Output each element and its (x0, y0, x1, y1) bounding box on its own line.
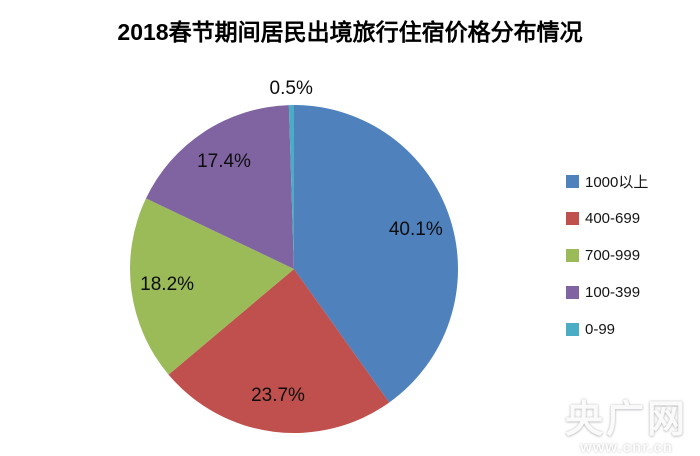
chart-title: 2018春节期间居民出境旅行住宿价格分布情况 (117, 19, 583, 45)
legend-swatch-400-699 (566, 211, 579, 225)
legend-item-100-399: 100-399 (566, 283, 648, 301)
legend: 1000以上 400-699 700-999 100-399 0-99 (566, 172, 648, 338)
legend-label-0-99: 0-99 (585, 320, 616, 338)
pie-slice-400-699 (168, 269, 390, 433)
legend-swatch-0-99 (566, 322, 579, 336)
legend-label-100-399: 100-399 (585, 283, 641, 301)
legend-swatch-700-999 (566, 248, 579, 262)
pie-slice-700-999 (130, 198, 294, 375)
legend-label-1000以上: 1000以上 (585, 173, 649, 191)
slice-label-0-99: 0.5% (269, 77, 313, 99)
legend-item-0-99: 0-99 (566, 320, 648, 338)
legend-item-1000以上: 1000以上 (566, 172, 649, 191)
slice-label-100-399: 17.4% (197, 150, 251, 172)
slice-label-700-999: 18.2% (140, 274, 195, 296)
legend-swatch-100-399 (566, 285, 579, 299)
slice-label-400-699: 23.7% (251, 384, 305, 406)
legend-item-400-699: 400-699 (566, 209, 648, 227)
legend-label-400-699: 400-699 (585, 209, 641, 227)
pie-slice-0-99 (288, 104, 294, 269)
legend-item-700-999: 700-999 (566, 246, 648, 264)
legend-swatch-1000以上 (566, 174, 579, 188)
pie-slice-100-399 (145, 105, 294, 269)
pie-slice-1000以上 (294, 105, 458, 403)
legend-label-700-999: 700-999 (585, 246, 641, 264)
slice-label-1000以上: 40.1% (388, 219, 443, 240)
